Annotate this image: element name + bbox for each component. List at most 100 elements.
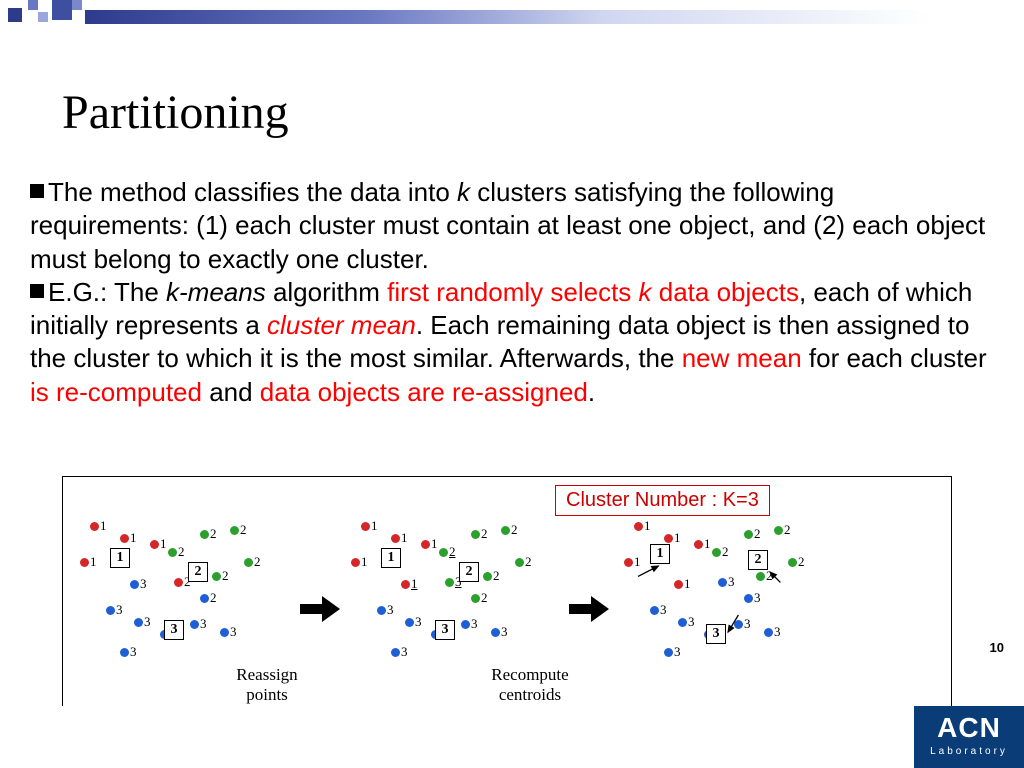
data-point — [634, 522, 643, 531]
data-point — [130, 580, 139, 589]
data-point — [120, 648, 129, 657]
data-point — [106, 606, 115, 615]
p2-kmeans: k-means — [166, 277, 266, 307]
data-point-label: 2 — [178, 544, 185, 560]
p2-b: algorithm — [266, 277, 387, 307]
data-point — [134, 618, 143, 627]
data-point — [744, 594, 753, 603]
data-point — [351, 558, 360, 567]
data-point — [421, 540, 430, 549]
data-point-label: 3 — [754, 590, 761, 606]
p1-k: k — [457, 177, 470, 207]
data-point-label: 3 — [144, 614, 151, 630]
data-point — [471, 594, 480, 603]
data-point — [774, 526, 783, 535]
data-point-label: 3 — [471, 616, 478, 632]
data-point-label: 1 — [160, 536, 167, 552]
slide-top-border — [0, 0, 1024, 30]
logo-small: Laboratory — [914, 746, 1024, 757]
data-point — [712, 548, 721, 557]
cluster-mean-box: 1 — [381, 548, 401, 568]
data-point-label: 3 — [660, 602, 667, 618]
data-point-label: 1 — [431, 536, 438, 552]
cluster-mean-box: 1 — [110, 548, 130, 568]
data-point-label: 2 — [254, 554, 261, 570]
logo-big: ACN — [914, 712, 1024, 744]
p2-r1k: k — [639, 277, 652, 307]
data-point — [718, 578, 727, 587]
data-point — [168, 548, 177, 557]
p2-a: E.G.: The — [48, 277, 166, 307]
data-point — [244, 558, 253, 567]
data-point-label: 2 — [754, 526, 761, 542]
data-point — [483, 572, 492, 581]
data-point-label: 3 — [728, 574, 735, 590]
p2-r1b: data objects — [652, 277, 799, 307]
arrow-icon — [300, 596, 340, 622]
cluster-mean-box: 2 — [188, 562, 208, 582]
data-point-label: 1 — [100, 518, 107, 534]
data-point-label: 1 — [90, 554, 97, 570]
p2-r5: data objects are re-assigned — [260, 377, 588, 407]
data-point-label: 3 — [130, 644, 137, 660]
slide-title: Partitioning — [62, 85, 289, 140]
data-point-label: 3 — [415, 614, 422, 630]
data-point — [200, 530, 209, 539]
data-point — [190, 620, 199, 629]
centroid-move-arrow — [766, 568, 784, 586]
centroid-move-arrow — [724, 611, 742, 636]
bullet-icon — [30, 184, 44, 198]
data-point — [405, 618, 414, 627]
data-point-label: 3 — [688, 614, 695, 630]
data-point — [674, 580, 683, 589]
p2-r2: cluster mean — [267, 310, 416, 340]
data-point-label: 2 — [481, 590, 488, 606]
data-point — [694, 540, 703, 549]
data-point — [220, 628, 229, 637]
bullet-icon — [30, 284, 44, 298]
figure-panel-3: 111122222331333333123 — [616, 500, 846, 710]
data-point — [678, 618, 687, 627]
data-point — [439, 548, 448, 557]
cluster-mean-box: 1 — [650, 544, 670, 564]
data-point-label: 1 — [130, 530, 137, 546]
data-point-label: 2 — [525, 554, 532, 570]
data-point-label: 3 — [401, 644, 408, 660]
p2-f: and — [202, 377, 260, 407]
data-point — [212, 572, 221, 581]
data-point — [391, 648, 400, 657]
data-point-label: 2 — [511, 522, 518, 538]
p2-g: . — [588, 377, 595, 407]
caption-reassign: Reassign points — [222, 665, 312, 705]
data-point-label: 3 — [387, 602, 394, 618]
arrow-icon — [569, 596, 609, 622]
data-point — [391, 534, 400, 543]
data-point — [120, 534, 129, 543]
data-point — [471, 530, 480, 539]
data-point — [501, 526, 510, 535]
data-point — [650, 606, 659, 615]
data-point — [361, 522, 370, 531]
p2-r3: new mean — [682, 343, 802, 373]
data-point — [230, 526, 239, 535]
data-point-label: 3 — [501, 624, 508, 640]
data-point-label: 2 — [493, 568, 500, 584]
data-point-label: 1 — [411, 576, 418, 592]
data-point-label: 2 — [722, 544, 729, 560]
p1-a: The method classifies the data into — [48, 177, 457, 207]
data-point-label: 2 — [222, 568, 229, 584]
p2-r4: is re-computed — [30, 377, 202, 407]
data-point-label: 3 — [774, 624, 781, 640]
data-point — [764, 628, 773, 637]
data-point — [80, 558, 89, 567]
data-point-label: 3 — [744, 616, 751, 632]
cluster-mean-box: 2 — [459, 562, 479, 582]
data-point-label: 3 — [230, 624, 237, 640]
acn-logo: ACN Laboratory — [914, 706, 1024, 768]
cluster-mean-box: 2 — [748, 550, 768, 570]
data-point-label: 2 — [210, 526, 217, 542]
cluster-mean-box: 3 — [706, 624, 726, 644]
data-point-label: 1 — [644, 518, 651, 534]
data-point — [491, 628, 500, 637]
body-text: The method classifies the data into k cl… — [30, 176, 994, 409]
